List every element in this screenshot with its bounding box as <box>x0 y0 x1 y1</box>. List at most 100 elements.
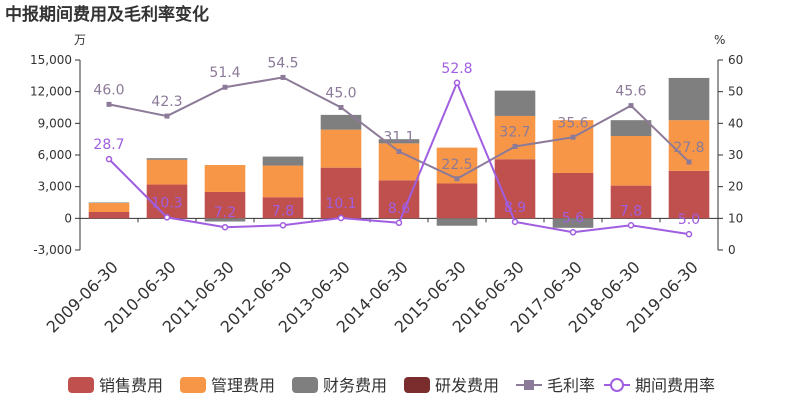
legend-label: 毛利率 <box>547 376 595 395</box>
bar-segment <box>146 159 188 185</box>
right-axis-unit: % <box>714 33 725 47</box>
data-label: 46.0 <box>93 82 124 98</box>
series-marker <box>396 149 402 155</box>
bar-segment <box>262 197 304 219</box>
data-label: 10.3 <box>151 195 182 211</box>
legend-label: 管理费用 <box>211 376 275 395</box>
legend-swatch <box>404 377 430 393</box>
bar-segment <box>378 139 420 144</box>
left-tick-label: 6,000 <box>38 148 72 162</box>
series-marker <box>337 214 345 222</box>
series-marker <box>627 222 635 229</box>
legend-swatch <box>292 377 318 393</box>
data-label: 45.6 <box>615 84 646 100</box>
bar-segment <box>204 191 246 219</box>
series-marker <box>106 101 112 107</box>
data-label: 27.8 <box>673 140 704 156</box>
legend-marker <box>524 380 534 390</box>
bar-segment <box>436 218 478 226</box>
series-marker <box>570 134 576 140</box>
bar-segment <box>320 167 362 219</box>
bar-segment <box>262 156 304 166</box>
right-tick-label: 0 <box>728 243 736 257</box>
data-label: 31.1 <box>383 130 414 146</box>
series-marker <box>338 105 344 110</box>
right-tick-label: 30 <box>728 148 743 162</box>
data-label: 10.1 <box>325 196 356 212</box>
series-marker <box>569 229 577 236</box>
data-label: 8.9 <box>504 200 526 216</box>
bar-segment <box>320 129 362 168</box>
bar-segment <box>204 165 246 192</box>
series-marker <box>105 155 113 163</box>
series-marker <box>454 176 460 182</box>
data-label: 52.8 <box>441 61 472 77</box>
bar-segment <box>494 90 536 116</box>
series-marker <box>685 230 693 238</box>
bar-segment <box>436 183 478 219</box>
bar-segment <box>494 115 536 160</box>
plot-area: -3,000 0 3,000 6,000 9,000 12,000 15,000 0 10 20 3… <box>30 53 743 337</box>
data-label: 7.8 <box>620 203 642 219</box>
bar-segment <box>88 212 130 219</box>
data-label: 51.4 <box>209 65 240 81</box>
data-label: 7.2 <box>214 205 236 221</box>
left-tick-label: 12,000 <box>30 85 72 99</box>
bar-segment <box>668 77 710 121</box>
left-tick-label: 15,000 <box>30 53 72 67</box>
data-label: 7.8 <box>272 203 294 219</box>
bar-segment <box>552 172 594 219</box>
bar-segment <box>378 180 420 219</box>
data-label: 42.3 <box>151 94 182 110</box>
left-axis-unit: 万 <box>74 33 86 47</box>
data-label: 45.0 <box>325 86 356 102</box>
series-marker <box>453 79 461 87</box>
data-label: 28.7 <box>93 137 124 153</box>
data-label: 8.6 <box>388 201 410 217</box>
series-marker <box>628 103 634 109</box>
bar-segment <box>320 114 362 130</box>
data-label: 5.0 <box>678 212 700 228</box>
bar-segment <box>610 136 652 186</box>
series-marker <box>222 84 228 90</box>
legend-label: 研发费用 <box>435 376 499 395</box>
series-marker <box>395 219 403 227</box>
data-label: 22.5 <box>441 157 472 173</box>
legend-label: 财务费用 <box>323 376 387 395</box>
bar-segment <box>552 218 594 228</box>
bar-segment <box>146 184 188 219</box>
series-marker <box>279 222 287 229</box>
left-tick-label: -3,000 <box>33 243 72 257</box>
legend-swatch <box>180 377 206 393</box>
bar-segment <box>88 203 130 212</box>
legend: 销售费用 管理费用 财务费用 研发费用 毛利率 期间费用率 <box>68 376 715 395</box>
legend-label: 销售费用 <box>99 376 163 395</box>
legend-marker <box>610 378 624 392</box>
right-tick-label: 40 <box>728 116 743 130</box>
series-marker <box>280 74 286 80</box>
data-label: 54.5 <box>267 55 298 71</box>
series-marker <box>163 214 171 221</box>
bar-segment <box>378 143 420 181</box>
data-label: 5.6 <box>562 210 584 226</box>
legend-swatch <box>68 377 94 393</box>
series-marker <box>221 223 229 231</box>
right-tick-label: 10 <box>728 211 743 225</box>
data-label: 32.7 <box>499 124 530 140</box>
bar-segment <box>610 120 652 136</box>
right-tick-label: 50 <box>728 85 743 99</box>
right-tick-label: 20 <box>728 180 743 194</box>
chart-title: 中报期间费用及毛利率变化 <box>5 4 209 25</box>
bar-segment <box>262 165 304 198</box>
series-marker <box>512 143 518 149</box>
right-tick-label: 60 <box>728 53 743 67</box>
series-marker <box>164 113 170 119</box>
legend-label: 期间费用率 <box>635 376 715 395</box>
bar-segment <box>204 218 246 222</box>
bar-segment <box>668 170 710 219</box>
bar-segment <box>610 185 652 219</box>
bar-segment <box>146 158 188 160</box>
left-tick-label: 0 <box>64 211 72 225</box>
